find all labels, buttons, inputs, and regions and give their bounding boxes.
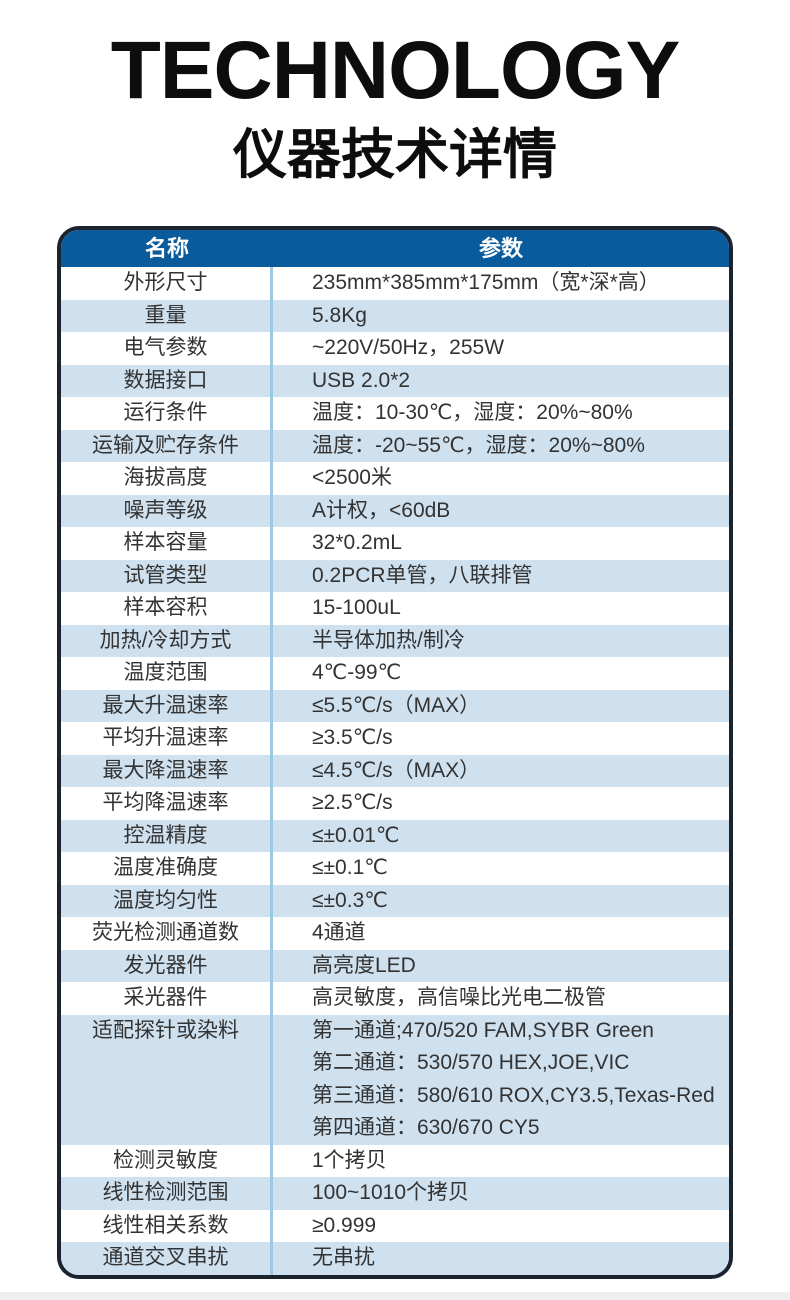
- spec-name-cell: 最大降温速率: [61, 754, 273, 787]
- spec-value-cell: 0.2PCR单管，八联排管: [312, 563, 533, 587]
- spec-name-cell: 样本容积: [61, 592, 273, 625]
- spec-name-cell: 检测灵敏度: [61, 1144, 273, 1177]
- table-row: 最大升温速率 ≤5.5℃/s（MAX）: [61, 689, 729, 722]
- spec-name-cell: 外形尺寸: [61, 267, 273, 300]
- spec-name-cell: 控温精度: [61, 819, 273, 852]
- table-row: 重量 5.8Kg: [61, 299, 729, 332]
- spec-name-cell: 数据接口: [61, 364, 273, 397]
- spec-value-cell: ~220V/50Hz，255W: [312, 336, 505, 359]
- spec-name-cell: 噪声等级: [61, 494, 273, 527]
- spec-name-cell: 线性检测范围: [61, 1177, 273, 1210]
- spec-value-cell: 5.8Kg: [312, 303, 367, 327]
- spec-name-cell: 平均降温速率: [61, 787, 273, 820]
- spec-name-cell: 最大升温速率: [61, 689, 273, 722]
- table-row: 采光器件 高灵敏度，高信噪比光电二极管: [61, 982, 729, 1015]
- spec-value-cell: ≥2.5℃/s: [312, 791, 393, 814]
- spec-value-cell: 高灵敏度，高信噪比光电二极管: [312, 986, 606, 1009]
- spec-table-body: 外形尺寸 235mm*385mm*175mm（宽*深*高） 重量 5.8Kg 电气参数 ~…: [61, 267, 729, 1275]
- spec-name-cell: 发光器件: [61, 949, 273, 982]
- column-header-name: 名称: [144, 236, 189, 261]
- spec-value-cell: <2500米: [312, 466, 392, 489]
- table-row: 控温精度 ≤±0.01℃: [61, 819, 729, 852]
- column-header-params: 参数: [478, 236, 523, 261]
- spec-name-cell: 加热/冷却方式: [61, 624, 273, 657]
- spec-value-cell: ≤±0.01℃: [312, 823, 400, 847]
- spec-name-cell: 试管类型: [61, 559, 273, 592]
- table-row: 通道交叉串扰 无串扰: [61, 1242, 729, 1275]
- table-row: 温度均匀性 ≤±0.3℃: [61, 884, 729, 917]
- table-row: 线性检测范围 100~1010个拷贝: [61, 1177, 729, 1210]
- spec-name-cell: 适配探针或染料: [61, 1014, 273, 1145]
- table-row: 噪声等级 A计权，<60dB: [61, 494, 729, 527]
- table-row: 平均升温速率 ≥3.5℃/s: [61, 722, 729, 755]
- table-row: 数据接口 USB 2.0*2: [61, 364, 729, 397]
- table-row: 检测灵敏度 1个拷贝: [61, 1144, 729, 1177]
- spec-name-cell: 重量: [61, 299, 273, 332]
- spec-name-cell: 温度均匀性: [61, 884, 273, 917]
- spec-name-cell: 通道交叉串扰: [61, 1242, 273, 1275]
- spec-name-cell: 线性相关系数: [61, 1209, 273, 1242]
- table-row: 海拔高度 <2500米: [61, 462, 729, 495]
- spec-value-line: 第一通道;470/520 FAM,SYBR Green: [312, 1018, 654, 1042]
- spec-value-cell: 15-100uL: [312, 596, 401, 619]
- spec-value-cell: USB 2.0*2: [312, 368, 411, 392]
- page-subtitle: 仪器技术详情: [233, 125, 557, 185]
- spec-name-cell: 电气参数: [61, 332, 273, 365]
- spec-value-cell: 高亮度LED: [312, 953, 416, 977]
- table-row: 温度范围 4℃-99℃: [61, 657, 729, 690]
- spec-value-cell: 4通道: [312, 921, 366, 944]
- table-row: 运行条件 温度：10-30℃，湿度：20%~80%: [61, 397, 729, 430]
- spec-value-cell: A计权，<60dB: [312, 498, 451, 522]
- spec-value-line: 第二通道：530/570 HEX,JOE,VIC: [312, 1051, 630, 1074]
- spec-name-cell: 荧光检测通道数: [61, 917, 273, 950]
- spec-value-cell: ≤±0.1℃: [312, 856, 388, 879]
- spec-name-cell: 温度准确度: [61, 852, 273, 885]
- spec-value-cell: 半导体加热/制冷: [312, 628, 465, 652]
- spec-value-cell: 第一通道;470/520 FAM,SYBR Green 第二通道：530/570 …: [273, 1015, 729, 1145]
- spec-name-cell: 平均升温速率: [61, 722, 273, 755]
- table-row: 运输及贮存条件 温度：-20~55℃，湿度：20%~80%: [61, 429, 729, 462]
- spec-name-cell: 样本容量: [61, 527, 273, 560]
- spec-table: 名称 参数 外形尺寸 235mm*385mm*175mm（宽*深*高） 重量 5.8K…: [57, 226, 733, 1279]
- table-row: 电气参数 ~220V/50Hz，255W: [61, 332, 729, 365]
- spec-value-cell: 4℃-99℃: [312, 661, 402, 684]
- spec-name-cell: 海拔高度: [61, 462, 273, 495]
- table-row: 发光器件 高亮度LED: [61, 949, 729, 982]
- spec-value-cell: ≥0.999: [312, 1213, 377, 1237]
- table-row: 样本容量 32*0.2mL: [61, 527, 729, 560]
- spec-name-cell: 运行条件: [61, 397, 273, 430]
- spec-value-cell: 温度：10-30℃，湿度：20%~80%: [312, 401, 633, 424]
- table-row: 温度准确度 ≤±0.1℃: [61, 852, 729, 885]
- spec-value-cell: ≤±0.3℃: [312, 888, 388, 912]
- spec-value-cell: 无串扰: [312, 1246, 375, 1269]
- spec-name-cell: 采光器件: [61, 982, 273, 1015]
- page-title: TECHNOLOGY: [110, 25, 681, 116]
- spec-value-cell: 32*0.2mL: [312, 531, 402, 554]
- table-row: 最大降温速率 ≤4.5℃/s（MAX）: [61, 754, 729, 787]
- spec-name-cell: 温度范围: [61, 657, 273, 690]
- spec-value-line: 第三通道：580/610 ROX,CY3.5,Texas-Red: [312, 1083, 715, 1107]
- table-row: 线性相关系数 ≥0.999: [61, 1209, 729, 1242]
- table-row: 样本容积 15-100uL: [61, 592, 729, 625]
- spec-value-line: 第四通道：630/670 CY5: [312, 1116, 540, 1139]
- table-row: 平均降温速率 ≥2.5℃/s: [61, 787, 729, 820]
- spec-value-cell: ≥3.5℃/s: [312, 726, 393, 749]
- spec-value-cell: 100~1010个拷贝: [312, 1181, 470, 1204]
- spec-name-cell: 运输及贮存条件: [61, 429, 273, 462]
- table-row: 外形尺寸 235mm*385mm*175mm（宽*深*高）: [61, 267, 729, 300]
- table-row: 试管类型 0.2PCR单管，八联排管: [61, 559, 729, 592]
- spec-value-cell: 温度：-20~55℃，湿度：20%~80%: [312, 433, 645, 457]
- table-row: 适配探针或染料 第一通道;470/520 FAM,SYBR Green 第二通道：5…: [61, 1014, 729, 1145]
- spec-value-cell: 235mm*385mm*175mm（宽*深*高）: [312, 271, 660, 294]
- spec-value-cell: 1个拷贝: [312, 1148, 387, 1172]
- table-row: 加热/冷却方式 半导体加热/制冷: [61, 624, 729, 657]
- spec-value-cell: ≤5.5℃/s（MAX）: [312, 693, 481, 717]
- footer-divider: [0, 1292, 790, 1300]
- table-header-row: 名称 参数: [61, 230, 729, 267]
- table-row: 荧光检测通道数 4通道: [61, 917, 729, 950]
- spec-value-cell: ≤4.5℃/s（MAX）: [312, 758, 481, 782]
